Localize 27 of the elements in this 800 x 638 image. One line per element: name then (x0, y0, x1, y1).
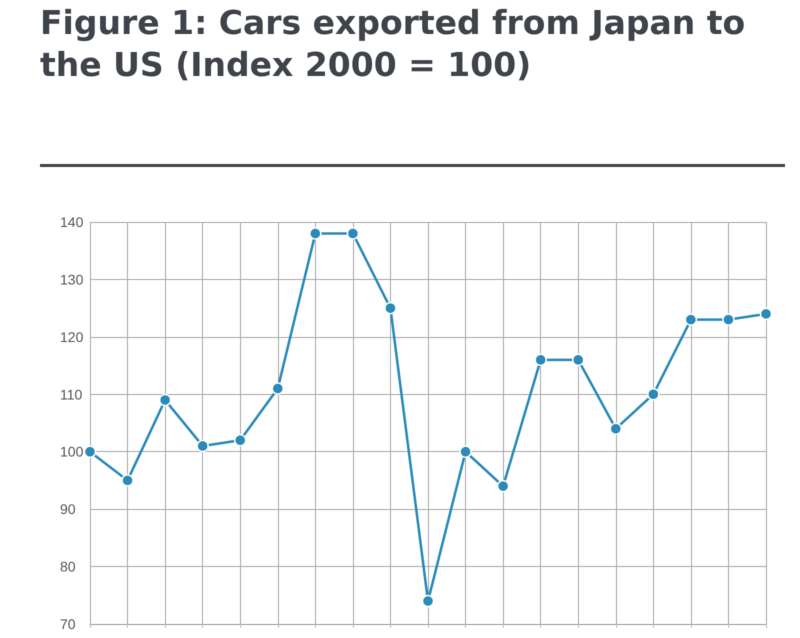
point (84, 445, 96, 458)
point (572, 354, 584, 366)
y-tick-label: 110 (60, 386, 83, 402)
point (760, 308, 772, 320)
point (610, 422, 622, 435)
point (496, 480, 510, 492)
point (234, 434, 246, 446)
y-tick-label: 120 (60, 328, 84, 345)
y-tick-label: 140 (60, 214, 84, 230)
point (121, 474, 134, 487)
y-tick-label: 70 (60, 616, 76, 632)
point (158, 394, 172, 406)
y-tick-label: 100 (60, 444, 84, 460)
point (309, 227, 322, 240)
point (196, 440, 209, 452)
y-tick-label: 90 (60, 501, 76, 518)
point (684, 313, 698, 326)
chart-title: Figure 1: Cars exported from Japan to the US (Index 2000 = 100) (40, 2, 746, 86)
point (459, 445, 472, 458)
point (422, 594, 434, 608)
point (534, 354, 547, 366)
y-tick-label: 130 (60, 271, 84, 288)
point (384, 302, 397, 314)
point (647, 388, 660, 401)
y-tick-label: 80 (60, 558, 76, 575)
point (346, 227, 360, 240)
point (722, 313, 735, 326)
